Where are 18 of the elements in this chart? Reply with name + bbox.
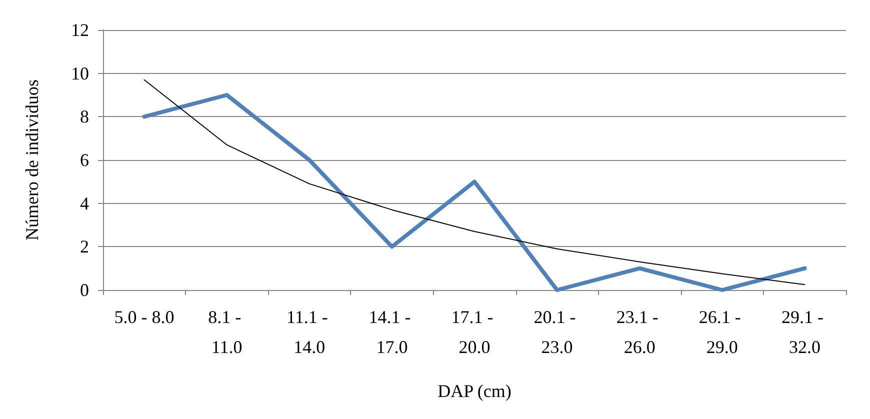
y-tick-label: 10: [71, 63, 89, 84]
y-tick-label: 8: [80, 106, 89, 127]
y-tick-label: 4: [80, 193, 89, 214]
x-tick-label: 20.1 - 23.0: [534, 307, 580, 357]
x-tick-label: 29.1 - 32.0: [781, 307, 828, 357]
y-tick-label: 12: [71, 20, 89, 40]
x-tick-label: 14.1 - 17.0: [368, 307, 416, 357]
x-tick-label: 5.0 - 8.0: [114, 307, 174, 327]
x-tick-label: 11.1 - 14.0: [286, 307, 332, 357]
x-axis-title: DAP (cm): [438, 381, 512, 401]
x-tick-label: 8.1 - 11.0: [208, 307, 246, 357]
y-tick-label: 0: [80, 280, 89, 300]
x-tick-label: 23.1 - 26.0: [616, 307, 663, 357]
x-tick-label: 17.1 - 20.0: [451, 307, 498, 357]
x-tick-label: 26.1 - 29.0: [698, 307, 746, 357]
y-tick-label: 2: [80, 236, 89, 257]
y-tick-label: 6: [80, 150, 89, 170]
y-axis-title: Número de individuos: [22, 80, 42, 240]
